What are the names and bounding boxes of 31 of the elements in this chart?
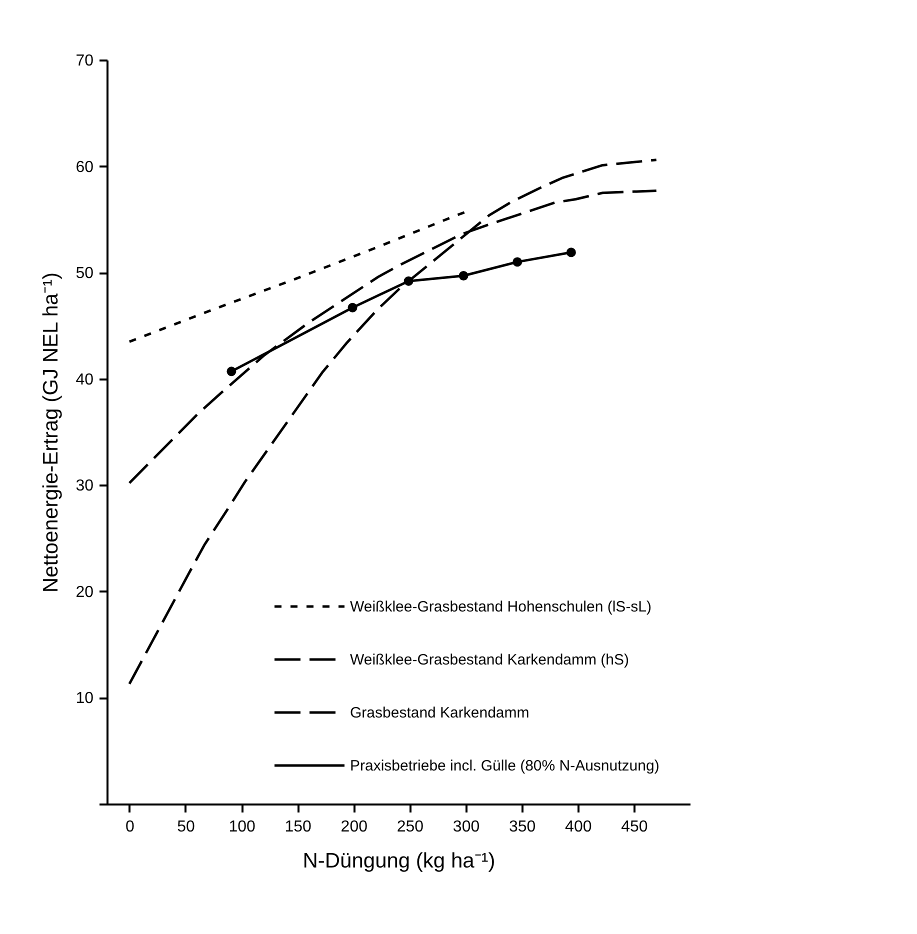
legend-label: Weißklee-Grasbestand Hohenschulen (lS-sL) [350,598,652,616]
x-tick-label: 100 [228,818,256,836]
line-series [128,158,658,686]
x-tick-label: 250 [396,818,424,836]
y-tick-label: 30 [76,478,94,495]
point [226,366,236,376]
legend-label: Grasbestand Karkendamm [350,704,530,722]
x-tick-label: 50 [177,818,195,836]
legend-label: Weißklee-Grasbestand Karkendamm (hS) [350,652,629,668]
y-tick-label: 40 [76,371,94,388]
y-tick-label: 20 [76,584,94,601]
y-tick-label: 10 [76,690,94,708]
x-axis-title: N-Düngung (kg ha⁻¹) [302,850,496,872]
point [404,276,414,286]
y-tick-label: 50 [76,265,94,282]
y-tick-label: 60 [76,158,94,176]
x-tick-label: 400 [565,818,592,836]
x-tick-label: 200 [340,818,368,836]
point [458,271,468,280]
x-tick-label: 300 [452,818,480,836]
x-tick-label: 150 [284,818,312,836]
x-tick-label: 350 [508,818,536,836]
x-tick-label: 0 [125,818,134,836]
point [566,248,576,258]
point [348,302,358,312]
point [512,257,522,267]
x-tick-label: 450 [621,818,648,836]
y-tick-label: 70 [76,52,94,70]
line-series [128,210,468,343]
legend-label: Praxisbetriebe incl. Gülle (80% N-Ausnutzung) [350,758,660,774]
y-axis-title: Nettoenergie-Ertrag (GJ NEL ha⁻¹) [40,272,63,593]
